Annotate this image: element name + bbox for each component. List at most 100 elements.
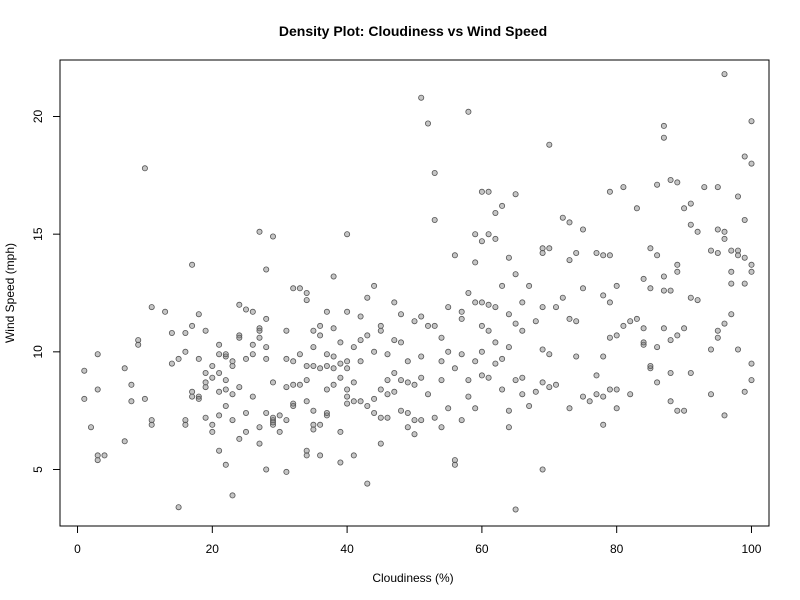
- data-point: [350, 344, 357, 351]
- data-point: [269, 419, 276, 426]
- data-point: [741, 254, 748, 261]
- data-point: [539, 249, 546, 256]
- data-point: [317, 365, 324, 372]
- data-point: [344, 393, 351, 400]
- data-point: [296, 285, 303, 292]
- data-point: [310, 407, 317, 414]
- data-point: [748, 377, 755, 384]
- data-point: [202, 414, 209, 421]
- data-point: [431, 322, 438, 329]
- data-point: [451, 252, 458, 259]
- data-point: [580, 226, 587, 233]
- data-point: [202, 327, 209, 334]
- data-point: [681, 325, 688, 332]
- data-point: [418, 94, 425, 101]
- data-point: [397, 377, 404, 384]
- data-point: [485, 374, 492, 381]
- data-point: [600, 393, 607, 400]
- data-point: [222, 377, 229, 384]
- data-point: [263, 344, 270, 351]
- data-point: [748, 118, 755, 125]
- data-point: [330, 353, 337, 360]
- data-point: [397, 311, 404, 318]
- data-point: [337, 459, 344, 466]
- data-point: [438, 334, 445, 341]
- data-point: [445, 304, 452, 311]
- data-point: [310, 426, 317, 433]
- data-point: [168, 360, 175, 367]
- data-point: [519, 299, 526, 306]
- data-point: [674, 332, 681, 339]
- data-point: [135, 341, 142, 348]
- data-point: [539, 346, 546, 353]
- data-point: [216, 412, 223, 419]
- data-point: [674, 407, 681, 414]
- data-point: [249, 341, 256, 348]
- data-point: [216, 341, 223, 348]
- data-point: [674, 268, 681, 275]
- data-point: [458, 351, 465, 358]
- data-point: [229, 391, 236, 398]
- data-point: [708, 346, 715, 353]
- data-point: [411, 431, 418, 438]
- x-tick-label: 40: [340, 542, 354, 556]
- data-point: [222, 386, 229, 393]
- data-point: [735, 252, 742, 259]
- data-point: [566, 405, 573, 412]
- data-point: [593, 391, 600, 398]
- data-point: [667, 398, 674, 405]
- x-tick-label: 80: [610, 542, 624, 556]
- data-point: [694, 297, 701, 304]
- data-point: [660, 122, 667, 129]
- data-point: [708, 247, 715, 254]
- data-point: [606, 334, 613, 341]
- data-point: [242, 428, 249, 435]
- data-point: [472, 405, 479, 412]
- x-tick-label: 20: [206, 542, 220, 556]
- data-point: [492, 235, 499, 242]
- data-point: [371, 395, 378, 402]
- data-point: [492, 304, 499, 311]
- data-point: [384, 351, 391, 358]
- data-point: [708, 391, 715, 398]
- data-point: [236, 384, 243, 391]
- data-point: [580, 393, 587, 400]
- data-point: [216, 351, 223, 358]
- data-point: [485, 231, 492, 238]
- data-point: [202, 384, 209, 391]
- data-point: [296, 381, 303, 388]
- data-point: [364, 480, 371, 487]
- data-point: [687, 200, 694, 207]
- data-point: [465, 377, 472, 384]
- data-point: [141, 395, 148, 402]
- data-point: [229, 358, 236, 365]
- data-point: [323, 386, 330, 393]
- data-point: [290, 285, 297, 292]
- data-point: [499, 355, 506, 362]
- data-point: [714, 249, 721, 256]
- data-point: [485, 327, 492, 334]
- data-point: [512, 377, 519, 384]
- data-point: [296, 351, 303, 358]
- data-point: [418, 417, 425, 424]
- data-point: [290, 381, 297, 388]
- data-points: [81, 71, 755, 513]
- data-point: [222, 402, 229, 409]
- data-point: [586, 398, 593, 405]
- data-point: [242, 306, 249, 313]
- data-point: [337, 339, 344, 346]
- data-point: [627, 391, 634, 398]
- data-point: [472, 299, 479, 306]
- data-point: [600, 421, 607, 428]
- data-point: [573, 318, 580, 325]
- data-point: [94, 386, 101, 393]
- data-point: [263, 266, 270, 273]
- data-point: [499, 386, 506, 393]
- data-point: [681, 407, 688, 414]
- data-point: [418, 353, 425, 360]
- data-point: [478, 299, 485, 306]
- data-point: [222, 351, 229, 358]
- data-point: [492, 209, 499, 216]
- data-point: [229, 362, 236, 369]
- data-point: [364, 402, 371, 409]
